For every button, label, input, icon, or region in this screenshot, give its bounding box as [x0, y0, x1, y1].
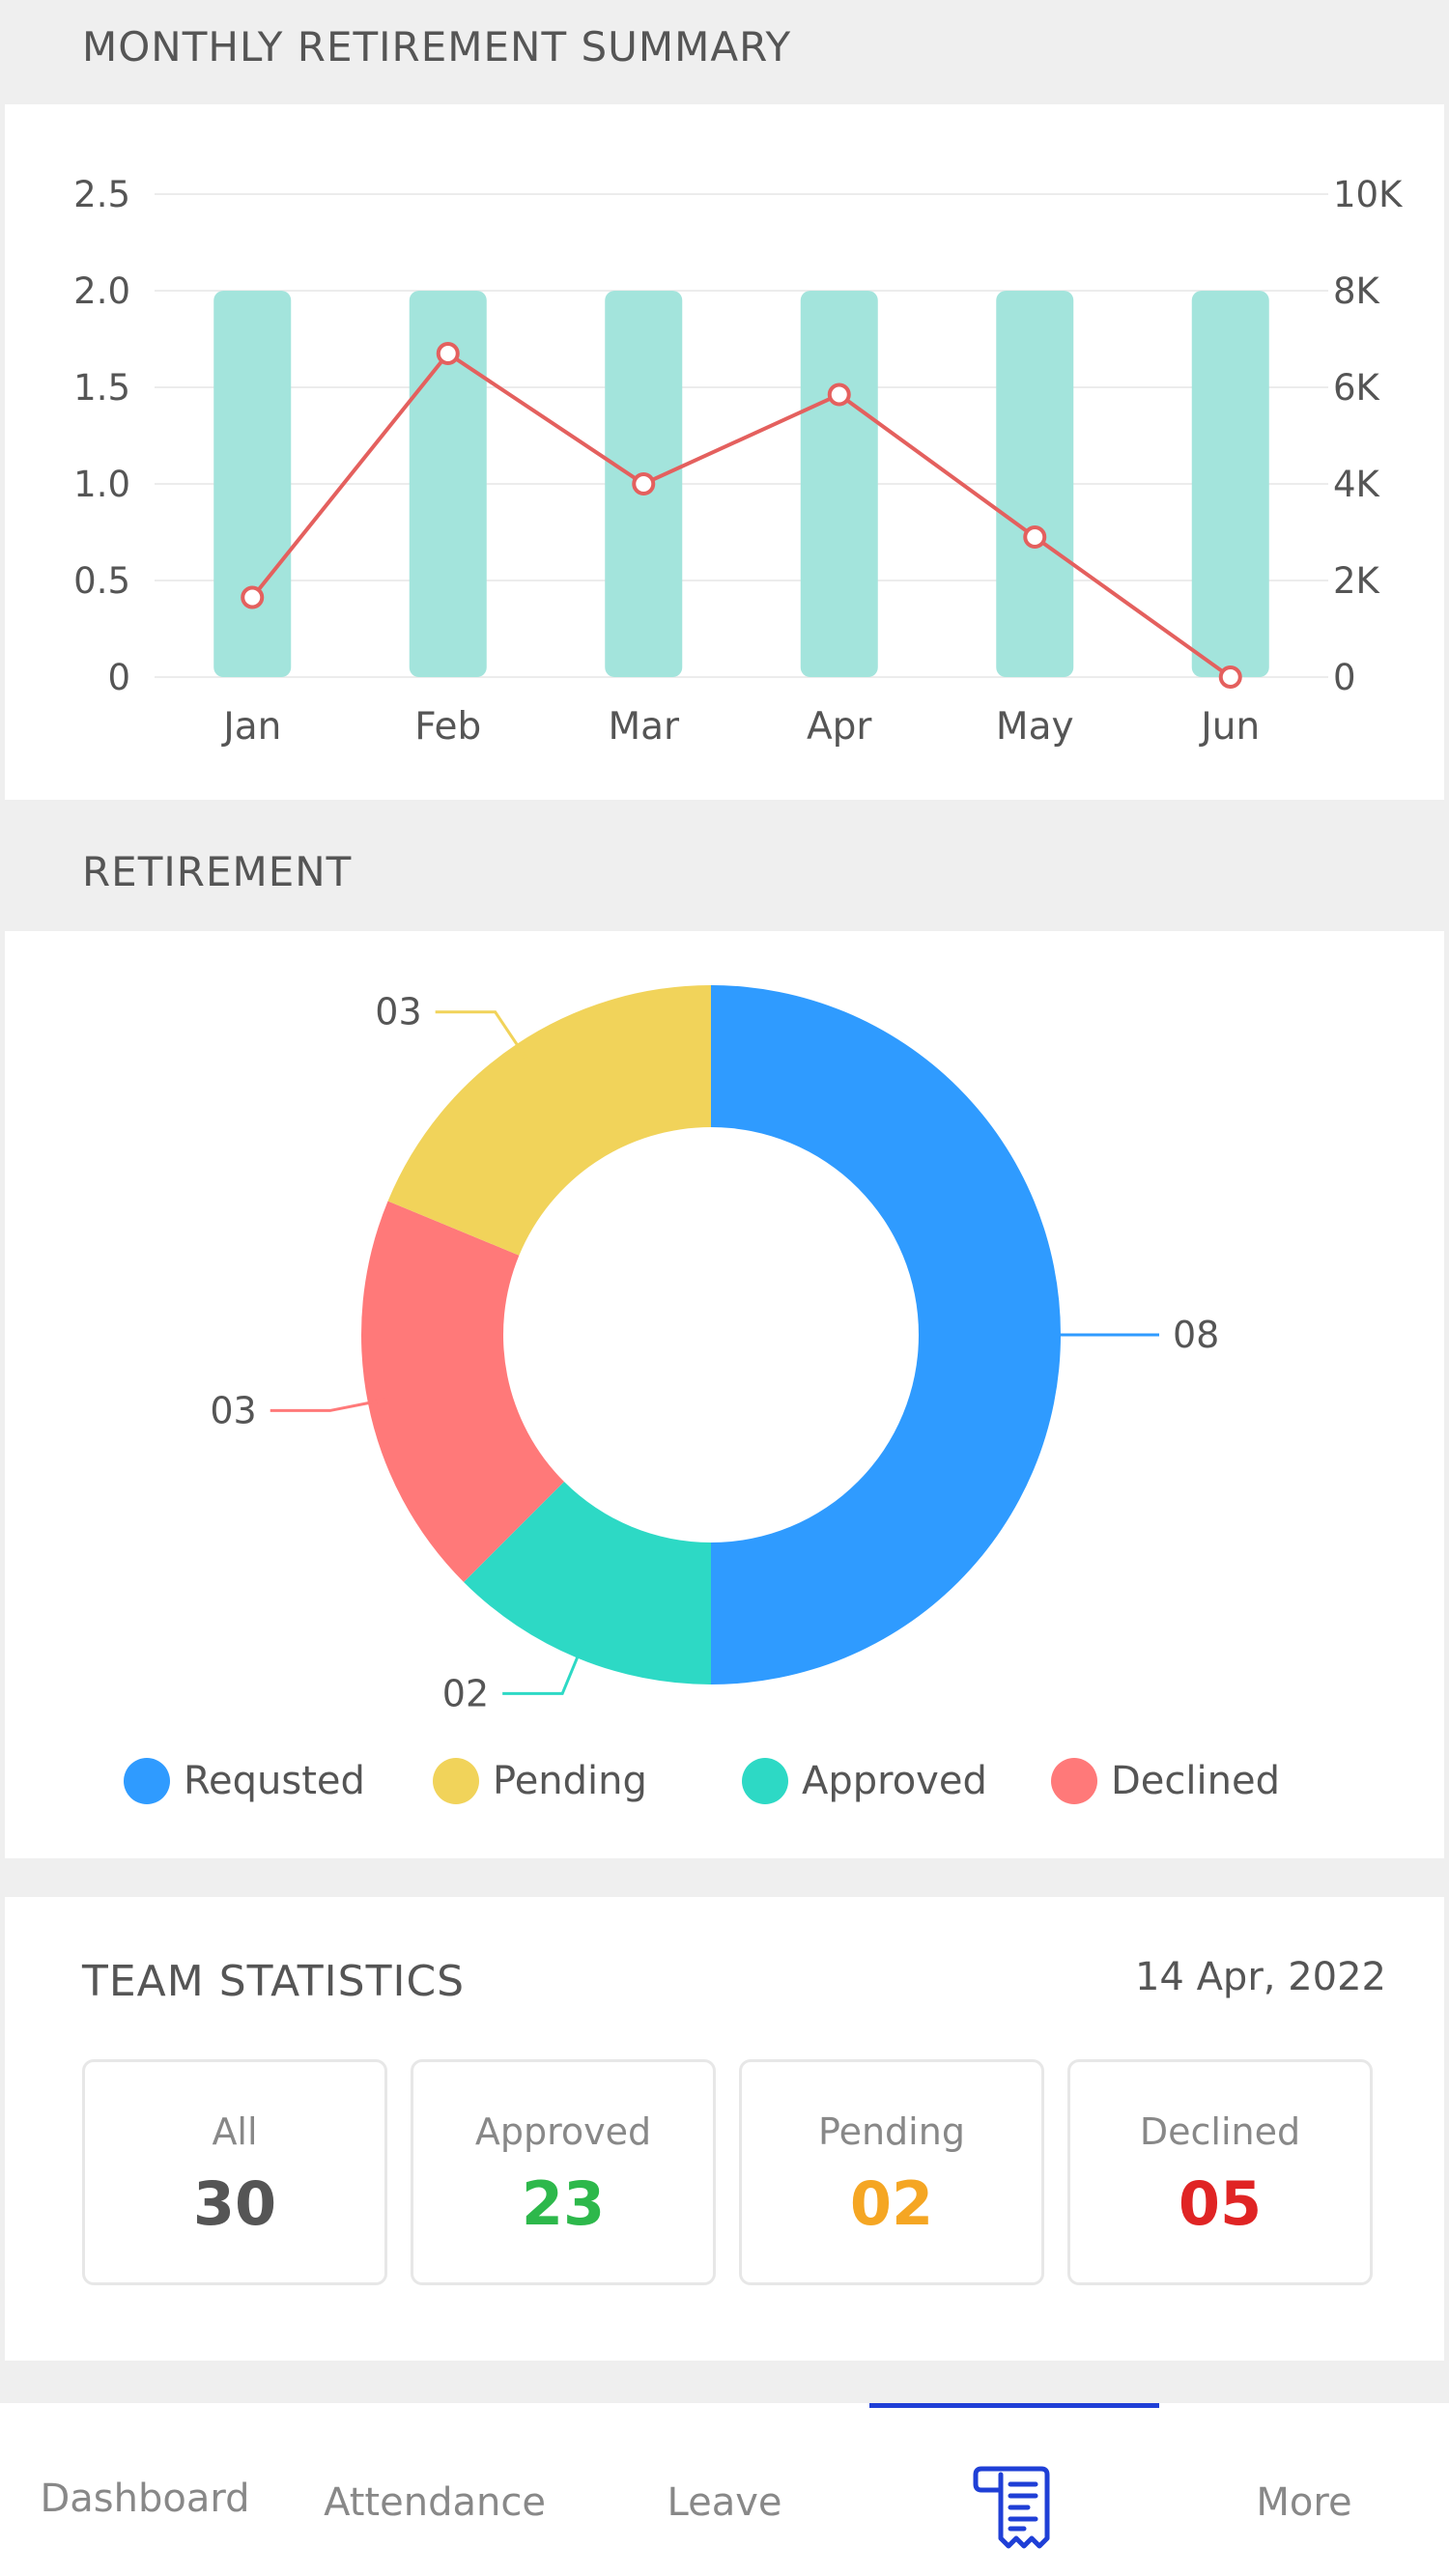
- line-point: [827, 382, 851, 407]
- legend-pending: Pending: [433, 1754, 647, 1808]
- legend-approved: Approved: [742, 1754, 987, 1808]
- x-tick-label: May: [996, 705, 1074, 749]
- line-point: [632, 472, 656, 495]
- legend-label: Requsted: [184, 1759, 365, 1803]
- pie-icon: [433, 1758, 479, 1804]
- x-tick-label: Mar: [608, 705, 680, 749]
- pie-icon: [1051, 1758, 1097, 1804]
- bar: [996, 291, 1074, 677]
- x-tick-label: Apr: [807, 705, 872, 749]
- leader-line: [435, 1010, 529, 1062]
- y-right-tick-label: 0: [1333, 657, 1356, 698]
- retirement-chart-card: 08 02 03 03: [5, 931, 1444, 1858]
- x-tick-label: Jan: [220, 705, 281, 749]
- y-right-tick-label: 2K: [1333, 560, 1381, 602]
- x-tick-label: Jun: [1198, 705, 1260, 749]
- x-tick-label: Feb: [414, 705, 481, 749]
- line-point: [1023, 525, 1047, 549]
- stat-label: Declined: [1139, 2110, 1301, 2153]
- slice-data-label: 03: [375, 991, 421, 1033]
- stat-pending[interactable]: Pending 02: [739, 2059, 1044, 2285]
- y-left-tick-label: 0: [107, 657, 130, 698]
- stat-declined[interactable]: Declined 05: [1067, 2059, 1373, 2285]
- leader-line: [270, 1398, 387, 1412]
- legend-requested: Requsted: [124, 1754, 365, 1808]
- stat-label: All: [212, 2110, 258, 2153]
- team-title: TEAM STATISTICS: [82, 1957, 466, 2006]
- nav-dashboard[interactable]: Dashboard: [40, 2477, 250, 2521]
- stat-value: 05: [1178, 2168, 1263, 2239]
- slice-data-label: 08: [1173, 1314, 1219, 1356]
- retirement-header: RETIREMENT: [0, 800, 1449, 931]
- team-date: 14 Apr, 2022: [1134, 1955, 1386, 1999]
- legend-label: Approved: [802, 1759, 987, 1803]
- donut-chart: 08 02 03 03: [210, 985, 1219, 1714]
- summary-title: MONTHLY RETIREMENT SUMMARY: [82, 23, 792, 71]
- bar: [800, 291, 878, 677]
- summary-header: MONTHLY RETIREMENT SUMMARY: [0, 0, 1449, 104]
- line-point: [436, 342, 460, 365]
- y-right-tick-label: 4K: [1333, 464, 1381, 505]
- stat-value: 02: [849, 2168, 934, 2239]
- stat-all[interactable]: All 30: [82, 2059, 387, 2285]
- receipt-icon: [973, 2466, 1050, 2549]
- legend-label: Pending: [493, 1759, 647, 1803]
- nav-attendance[interactable]: Attendance: [324, 2480, 546, 2525]
- slice-data-label: 03: [210, 1389, 256, 1431]
- bar: [1191, 291, 1269, 677]
- donut-slice: [464, 1482, 711, 1684]
- y-left-tick-label: 2.0: [73, 270, 130, 312]
- stat-value: 23: [521, 2168, 606, 2239]
- combo-chart: 0 0.5 1.0 1.5 2.0 2.5 0 2K 4K 6K 8K 10K Jan Feb Mar Apr…: [73, 174, 1404, 749]
- nav-leave[interactable]: Leave: [667, 2480, 782, 2525]
- y-right-tick-label: 6K: [1333, 367, 1381, 409]
- stat-value: 30: [192, 2168, 277, 2239]
- pie-icon: [124, 1758, 170, 1804]
- bar: [213, 291, 292, 677]
- stat-label: Approved: [474, 2110, 652, 2153]
- legend-label: Declined: [1111, 1759, 1280, 1803]
- donut-slice: [361, 1201, 564, 1582]
- y-left-tick-label: 1.0: [73, 464, 130, 505]
- y-left-tick-label: 0.5: [73, 560, 130, 602]
- pie-icon: [742, 1758, 788, 1804]
- y-left-tick-label: 2.5: [73, 174, 130, 215]
- active-tab-indicator: [869, 2403, 1159, 2408]
- bar: [409, 291, 487, 677]
- line-point: [241, 585, 265, 609]
- nav-receipts[interactable]: [966, 2461, 1063, 2558]
- summary-chart-card: 0 0.5 1.0 1.5 2.0 2.5 0 2K 4K 6K 8K 10K Jan Feb Mar Apr…: [5, 104, 1444, 800]
- donut-slice: [387, 985, 711, 1256]
- line-series: [250, 351, 1232, 679]
- stat-label: Pending: [818, 2110, 965, 2153]
- legend-declined: Declined: [1051, 1754, 1280, 1808]
- bottom-nav: Dashboard Attendance Leave More: [0, 2403, 1449, 2576]
- y-left-tick-label: 1.5: [73, 367, 130, 409]
- stat-approved[interactable]: Approved 23: [411, 2059, 716, 2285]
- donut-slice: [711, 985, 1061, 1684]
- leader-line: [502, 1639, 586, 1695]
- y-right-tick-label: 10K: [1333, 174, 1404, 215]
- nav-more[interactable]: More: [1256, 2480, 1352, 2525]
- slice-data-label: 02: [442, 1672, 489, 1714]
- line-point: [1218, 665, 1242, 689]
- y-right-tick-label: 8K: [1333, 270, 1381, 312]
- retirement-title: RETIREMENT: [82, 848, 353, 895]
